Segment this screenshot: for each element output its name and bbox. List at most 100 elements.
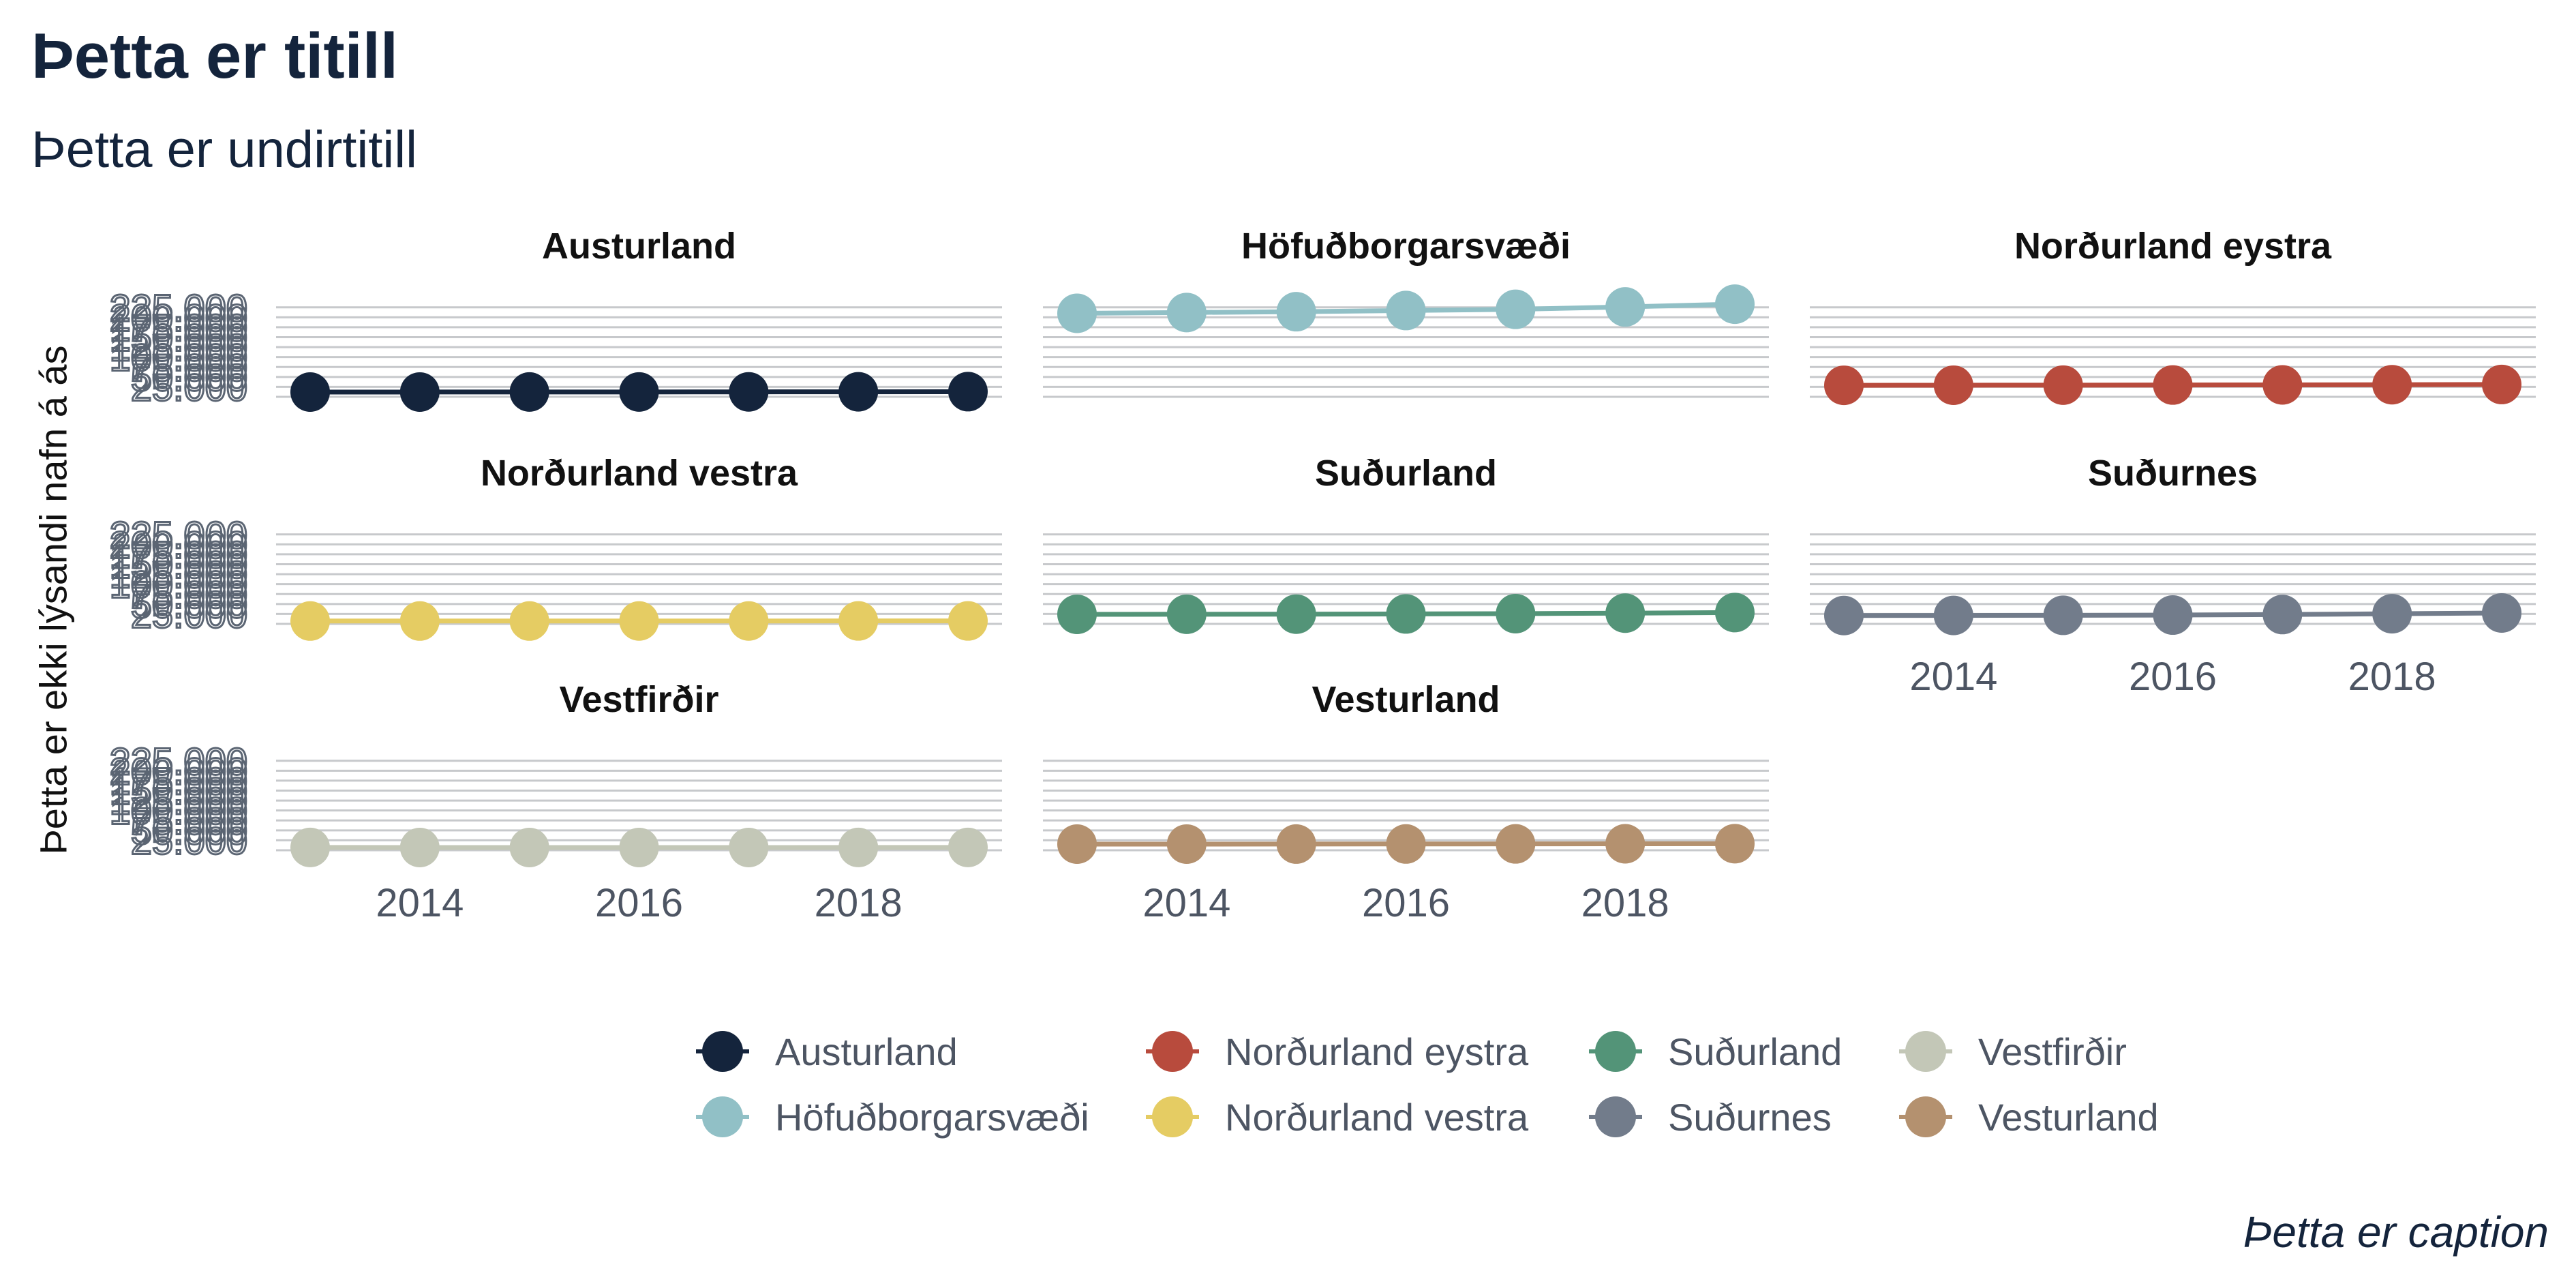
legend-label: Suðurnes — [1668, 1095, 1832, 1139]
y-tick-label: 150.000 — [110, 316, 247, 359]
data-point — [2482, 593, 2521, 633]
data-point — [729, 372, 769, 412]
data-point — [2372, 594, 2412, 634]
x-tick-label: 2018 — [1581, 881, 1669, 925]
data-point — [290, 601, 330, 641]
legend-key — [1888, 1092, 1963, 1142]
y-tick-label: 75.000 — [131, 346, 247, 389]
data-point — [2482, 364, 2521, 404]
facet-title: Suðurland — [1315, 453, 1497, 494]
y-tick-label: 200.000 — [110, 749, 247, 792]
data-point — [948, 372, 988, 412]
data-point — [948, 827, 988, 867]
y-tick-label: 175.000 — [110, 306, 247, 349]
legend-key — [685, 1092, 760, 1142]
data-point — [2043, 365, 2083, 405]
data-point — [509, 827, 549, 867]
x-tick-label: 2018 — [815, 881, 903, 925]
legend-item: Höfuðborgarsvæði — [685, 1092, 1135, 1142]
x-tick-label: 2016 — [595, 881, 683, 925]
facet-panel: Vestfirðir 25.00050.00075.000100.000125.0… — [108, 679, 1002, 925]
legend-key-dot — [1905, 1096, 1946, 1137]
y-tick-label: 25.000 — [131, 593, 247, 635]
data-point — [1166, 824, 1207, 864]
legend-key-dot — [702, 1031, 743, 1072]
data-point — [290, 372, 330, 412]
data-point — [2262, 595, 2303, 635]
y-tick-label: 50.000 — [131, 583, 247, 626]
facet-title: Norðurland vestra — [481, 453, 798, 494]
data-point — [1386, 824, 1426, 864]
y-tick-label: 75.000 — [131, 573, 247, 616]
legend-key-dot — [1595, 1096, 1636, 1137]
data-point — [1715, 593, 1755, 633]
facet-panel: Suðurland — [1043, 453, 1769, 634]
data-point — [729, 827, 769, 867]
legend-key — [1135, 1026, 1210, 1077]
data-point — [1057, 293, 1097, 333]
legend-label: Norðurland eystra — [1225, 1030, 1529, 1073]
data-point — [1386, 290, 1426, 331]
y-tick-label: 150.000 — [110, 543, 247, 586]
legend-item: Norðurland eystra — [1135, 1026, 1578, 1077]
data-point — [1715, 284, 1755, 325]
data-point — [290, 827, 330, 867]
legend-item: Suðurland — [1578, 1026, 1888, 1077]
legend-item: Vesturland — [1888, 1092, 2175, 1142]
legend-label: Austurland — [775, 1030, 958, 1073]
y-tick-label: 225.000 — [110, 740, 247, 783]
y-tick-label: 125.000 — [110, 553, 247, 596]
legend-key-dot — [702, 1096, 743, 1137]
legend-key-dot — [1152, 1096, 1193, 1137]
data-point — [399, 827, 440, 867]
data-point — [2153, 365, 2193, 405]
legend-label: Suðurland — [1668, 1030, 1843, 1073]
legend-label: Norðurland vestra — [1225, 1095, 1529, 1139]
x-tick-label: 2014 — [1142, 881, 1230, 925]
legend-item: Vestfirðir — [1888, 1026, 2175, 1077]
chart-subtitle: Þetta er undirtitill — [31, 121, 418, 179]
data-point — [1933, 365, 1973, 405]
facet-panel: Vesturland 2014 2016 2018 — [1043, 679, 1769, 925]
y-tick-label: 200.000 — [110, 296, 247, 339]
data-point — [2372, 365, 2412, 405]
legend-item: Austurland — [685, 1026, 1135, 1077]
data-point — [399, 601, 440, 641]
data-point — [1276, 824, 1316, 864]
facet-title: Höfuðborgarsvæði — [1241, 226, 1571, 267]
y-tick-label: 100.000 — [110, 790, 247, 833]
facet-title: Norðurland eystra — [2014, 226, 2332, 267]
data-point — [948, 601, 988, 641]
data-point — [1057, 595, 1097, 634]
facet-title: Vesturland — [1312, 679, 1500, 720]
data-point — [1496, 289, 1536, 329]
y-tick-label: 125.000 — [110, 326, 247, 369]
data-point — [1386, 594, 1426, 634]
legend-key — [1888, 1026, 1963, 1077]
chart-title: Þetta er titill — [31, 20, 399, 91]
y-tick-label: 50.000 — [131, 809, 247, 852]
x-tick-label: 2016 — [1362, 881, 1450, 925]
data-point — [399, 372, 440, 412]
data-point — [1057, 824, 1097, 865]
legend-key-dot — [1152, 1031, 1193, 1072]
data-point — [1276, 292, 1316, 332]
data-point — [1496, 824, 1536, 864]
y-tick-label: 25.000 — [131, 365, 247, 408]
y-tick-label: 50.000 — [131, 356, 247, 399]
data-point — [2153, 595, 2193, 635]
facet-panel: Suðurnes 2014 2016 2018 — [1810, 453, 2536, 699]
y-tick-label: 175.000 — [110, 760, 247, 803]
y-tick-label: 225.000 — [110, 286, 247, 329]
data-point — [1933, 595, 1973, 635]
y-tick-label: 200.000 — [110, 523, 247, 566]
data-point — [1824, 595, 1864, 635]
x-tick-label: 2018 — [2348, 655, 2436, 699]
data-point — [619, 372, 659, 412]
data-point — [838, 372, 879, 412]
data-point — [1605, 593, 1646, 633]
chart-caption: Þetta er caption — [2243, 1208, 2549, 1257]
data-point — [1496, 593, 1536, 633]
data-point — [1605, 824, 1646, 864]
facet-panel: Norðurland vestra 25.00050.00075.000100.0… — [108, 453, 1002, 641]
